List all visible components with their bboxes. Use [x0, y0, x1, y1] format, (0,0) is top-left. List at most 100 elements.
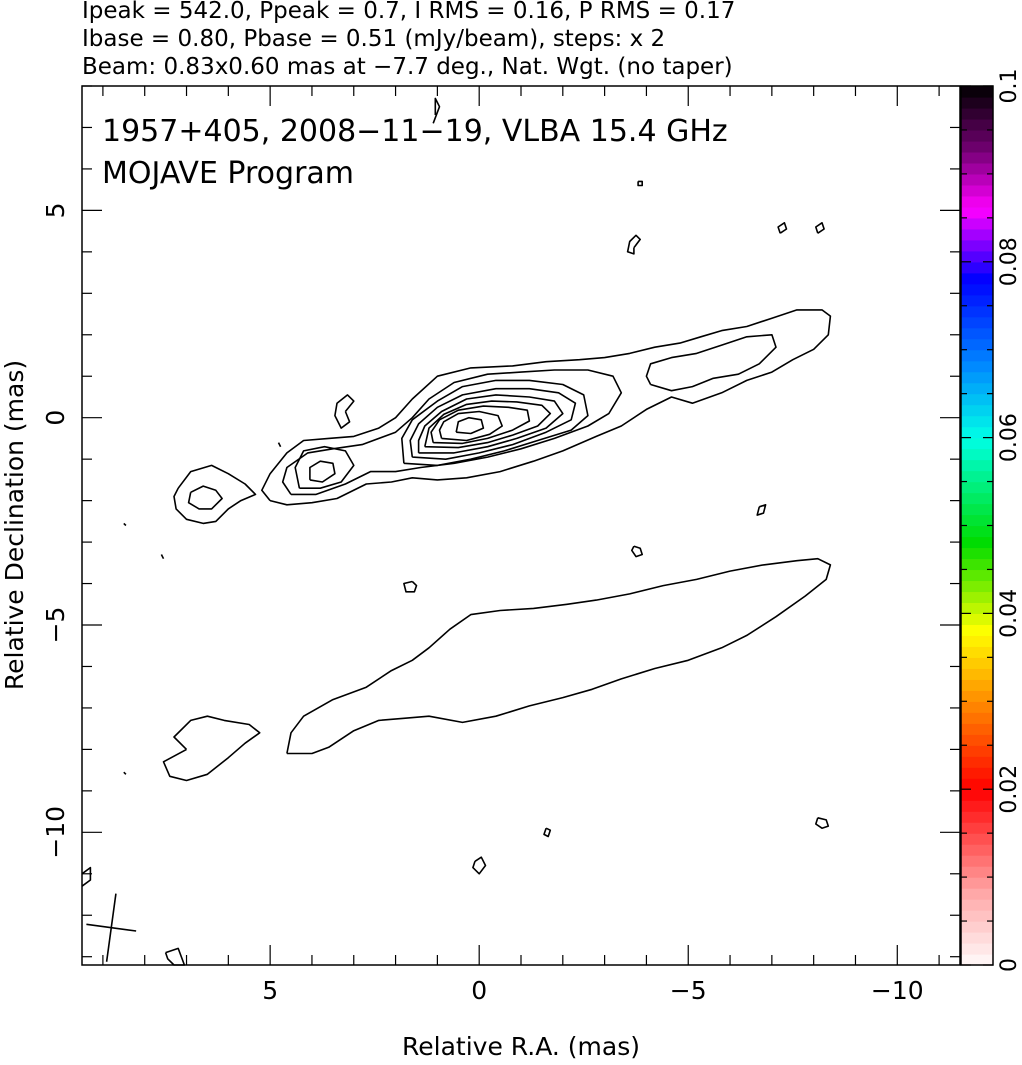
colorbar-band — [961, 206, 993, 219]
contour-core-8 — [438, 410, 503, 442]
colorbar-band — [961, 195, 993, 208]
contour-spot-a — [334, 394, 355, 429]
colorbar-band — [961, 569, 993, 582]
colorbar-band — [961, 536, 993, 549]
y-tick-label: −10 — [41, 806, 70, 859]
colorbar-band — [961, 833, 993, 845]
colorbar-band — [961, 712, 993, 724]
contour-spot-n — [432, 97, 441, 124]
contour-jet-knot — [645, 334, 777, 392]
colorbar-band — [961, 173, 993, 186]
source-label: 1957+405, 2008−11−19, VLBA 15.4 GHz — [102, 114, 728, 149]
colorbar-band — [961, 140, 993, 153]
contour-core-9 — [455, 416, 485, 435]
colorbar-band — [961, 481, 993, 494]
colorbar-band — [961, 162, 993, 175]
header-line-3: Beam: 0.83x0.60 mas at −7.7 deg., Nat. W… — [82, 54, 733, 80]
x-tick-label: 0 — [471, 976, 487, 1005]
colorbar-band — [961, 338, 993, 351]
colorbar-band — [961, 228, 993, 241]
colorbar-band — [961, 734, 993, 746]
beam-minor-axis — [86, 923, 137, 932]
colorbar-band — [961, 272, 993, 285]
contour-spot-q — [277, 442, 282, 448]
contour-spot-e — [815, 222, 825, 234]
axis-ticks — [82, 85, 993, 966]
colorbar-band — [961, 107, 993, 120]
colorbar-band — [961, 283, 993, 296]
colorbar-tick-label: 0.04 — [997, 589, 1022, 638]
colorbar-band — [961, 371, 993, 384]
colorbar-band — [961, 360, 993, 373]
colorbar-band — [961, 558, 993, 571]
colorbar-band — [961, 690, 993, 702]
colorbar-band — [961, 679, 993, 691]
contour-spot-b — [626, 234, 641, 255]
contour-upper-main-outer — [261, 309, 832, 506]
contour-core-4 — [409, 387, 577, 460]
colorbar-band — [961, 514, 993, 527]
colorbar-band — [961, 393, 993, 406]
colorbar-band — [961, 580, 993, 593]
program-label: MOJAVE Program — [102, 156, 354, 191]
x-axis-label: Relative R.A. (mas) — [402, 1032, 640, 1061]
colorbar-band — [961, 448, 993, 461]
colorbar-band — [961, 261, 993, 274]
contour-spot-g — [631, 545, 643, 558]
colorbar-band — [961, 723, 993, 735]
contour-upper-main-2 — [281, 369, 623, 496]
colorbar — [961, 86, 993, 966]
contour-spot-o — [123, 522, 127, 527]
colorbar-band — [961, 943, 993, 955]
colorbar-tick-label: 0.02 — [997, 765, 1022, 814]
colorbar-band — [961, 624, 993, 636]
contour-spot-m — [164, 947, 186, 966]
colorbar-band — [961, 866, 993, 878]
contour-lower-left-blob — [162, 715, 261, 782]
colorbar-band — [961, 635, 993, 647]
contour-spot-i — [815, 817, 830, 829]
colorbar-band — [961, 404, 993, 417]
colorbar-band — [961, 151, 993, 164]
y-axis-label: Relative Declination (mas) — [0, 360, 29, 690]
colorbar-band — [961, 844, 993, 856]
contour-core-7 — [430, 405, 531, 445]
colorbar-band — [961, 415, 993, 428]
contour-layer — [81, 97, 832, 966]
colorbar-band — [961, 492, 993, 505]
colorbar-band — [961, 767, 993, 779]
colorbar-band — [961, 294, 993, 307]
colorbar-band — [961, 701, 993, 713]
colorbar-band — [961, 811, 993, 823]
colorbar-band — [961, 426, 993, 439]
colorbar-band — [961, 910, 993, 922]
header-line-2: Ibase = 0.80, Pbase = 0.51 (mJy/beam), s… — [82, 26, 665, 52]
colorbar-band — [961, 657, 993, 669]
colorbar-band — [961, 305, 993, 318]
colorbar-band — [961, 954, 993, 966]
contour-left-blob — [173, 464, 257, 525]
y-tick-label: 5 — [41, 202, 70, 218]
contour-upper-main-4 — [309, 460, 336, 483]
contour-core-5 — [417, 394, 564, 454]
contour-spot-h — [403, 580, 418, 593]
colorbar-band — [961, 877, 993, 889]
colorbar-band — [961, 503, 993, 516]
tick-labels: 5 0 −5 −10 5 0 −5 −10 0 0.02 0.04 0.06 0.08 0.1 — [41, 69, 1022, 1006]
y-tick-label: −5 — [41, 607, 70, 644]
contour-core-6 — [424, 400, 552, 449]
colorbar-band — [961, 382, 993, 395]
colorbar-band — [961, 250, 993, 263]
contour-core-3 — [401, 379, 589, 467]
plot-frame — [81, 85, 961, 966]
colorbar-tick-label: 0 — [997, 958, 1022, 972]
colorbar-band — [961, 470, 993, 483]
x-tick-label: −10 — [871, 976, 924, 1005]
contour-spot-d — [777, 222, 788, 234]
colorbar-band — [961, 129, 993, 142]
colorbar-band — [961, 855, 993, 867]
colorbar-tick-label: 0.06 — [997, 413, 1022, 462]
contour-spot-j — [543, 827, 552, 838]
